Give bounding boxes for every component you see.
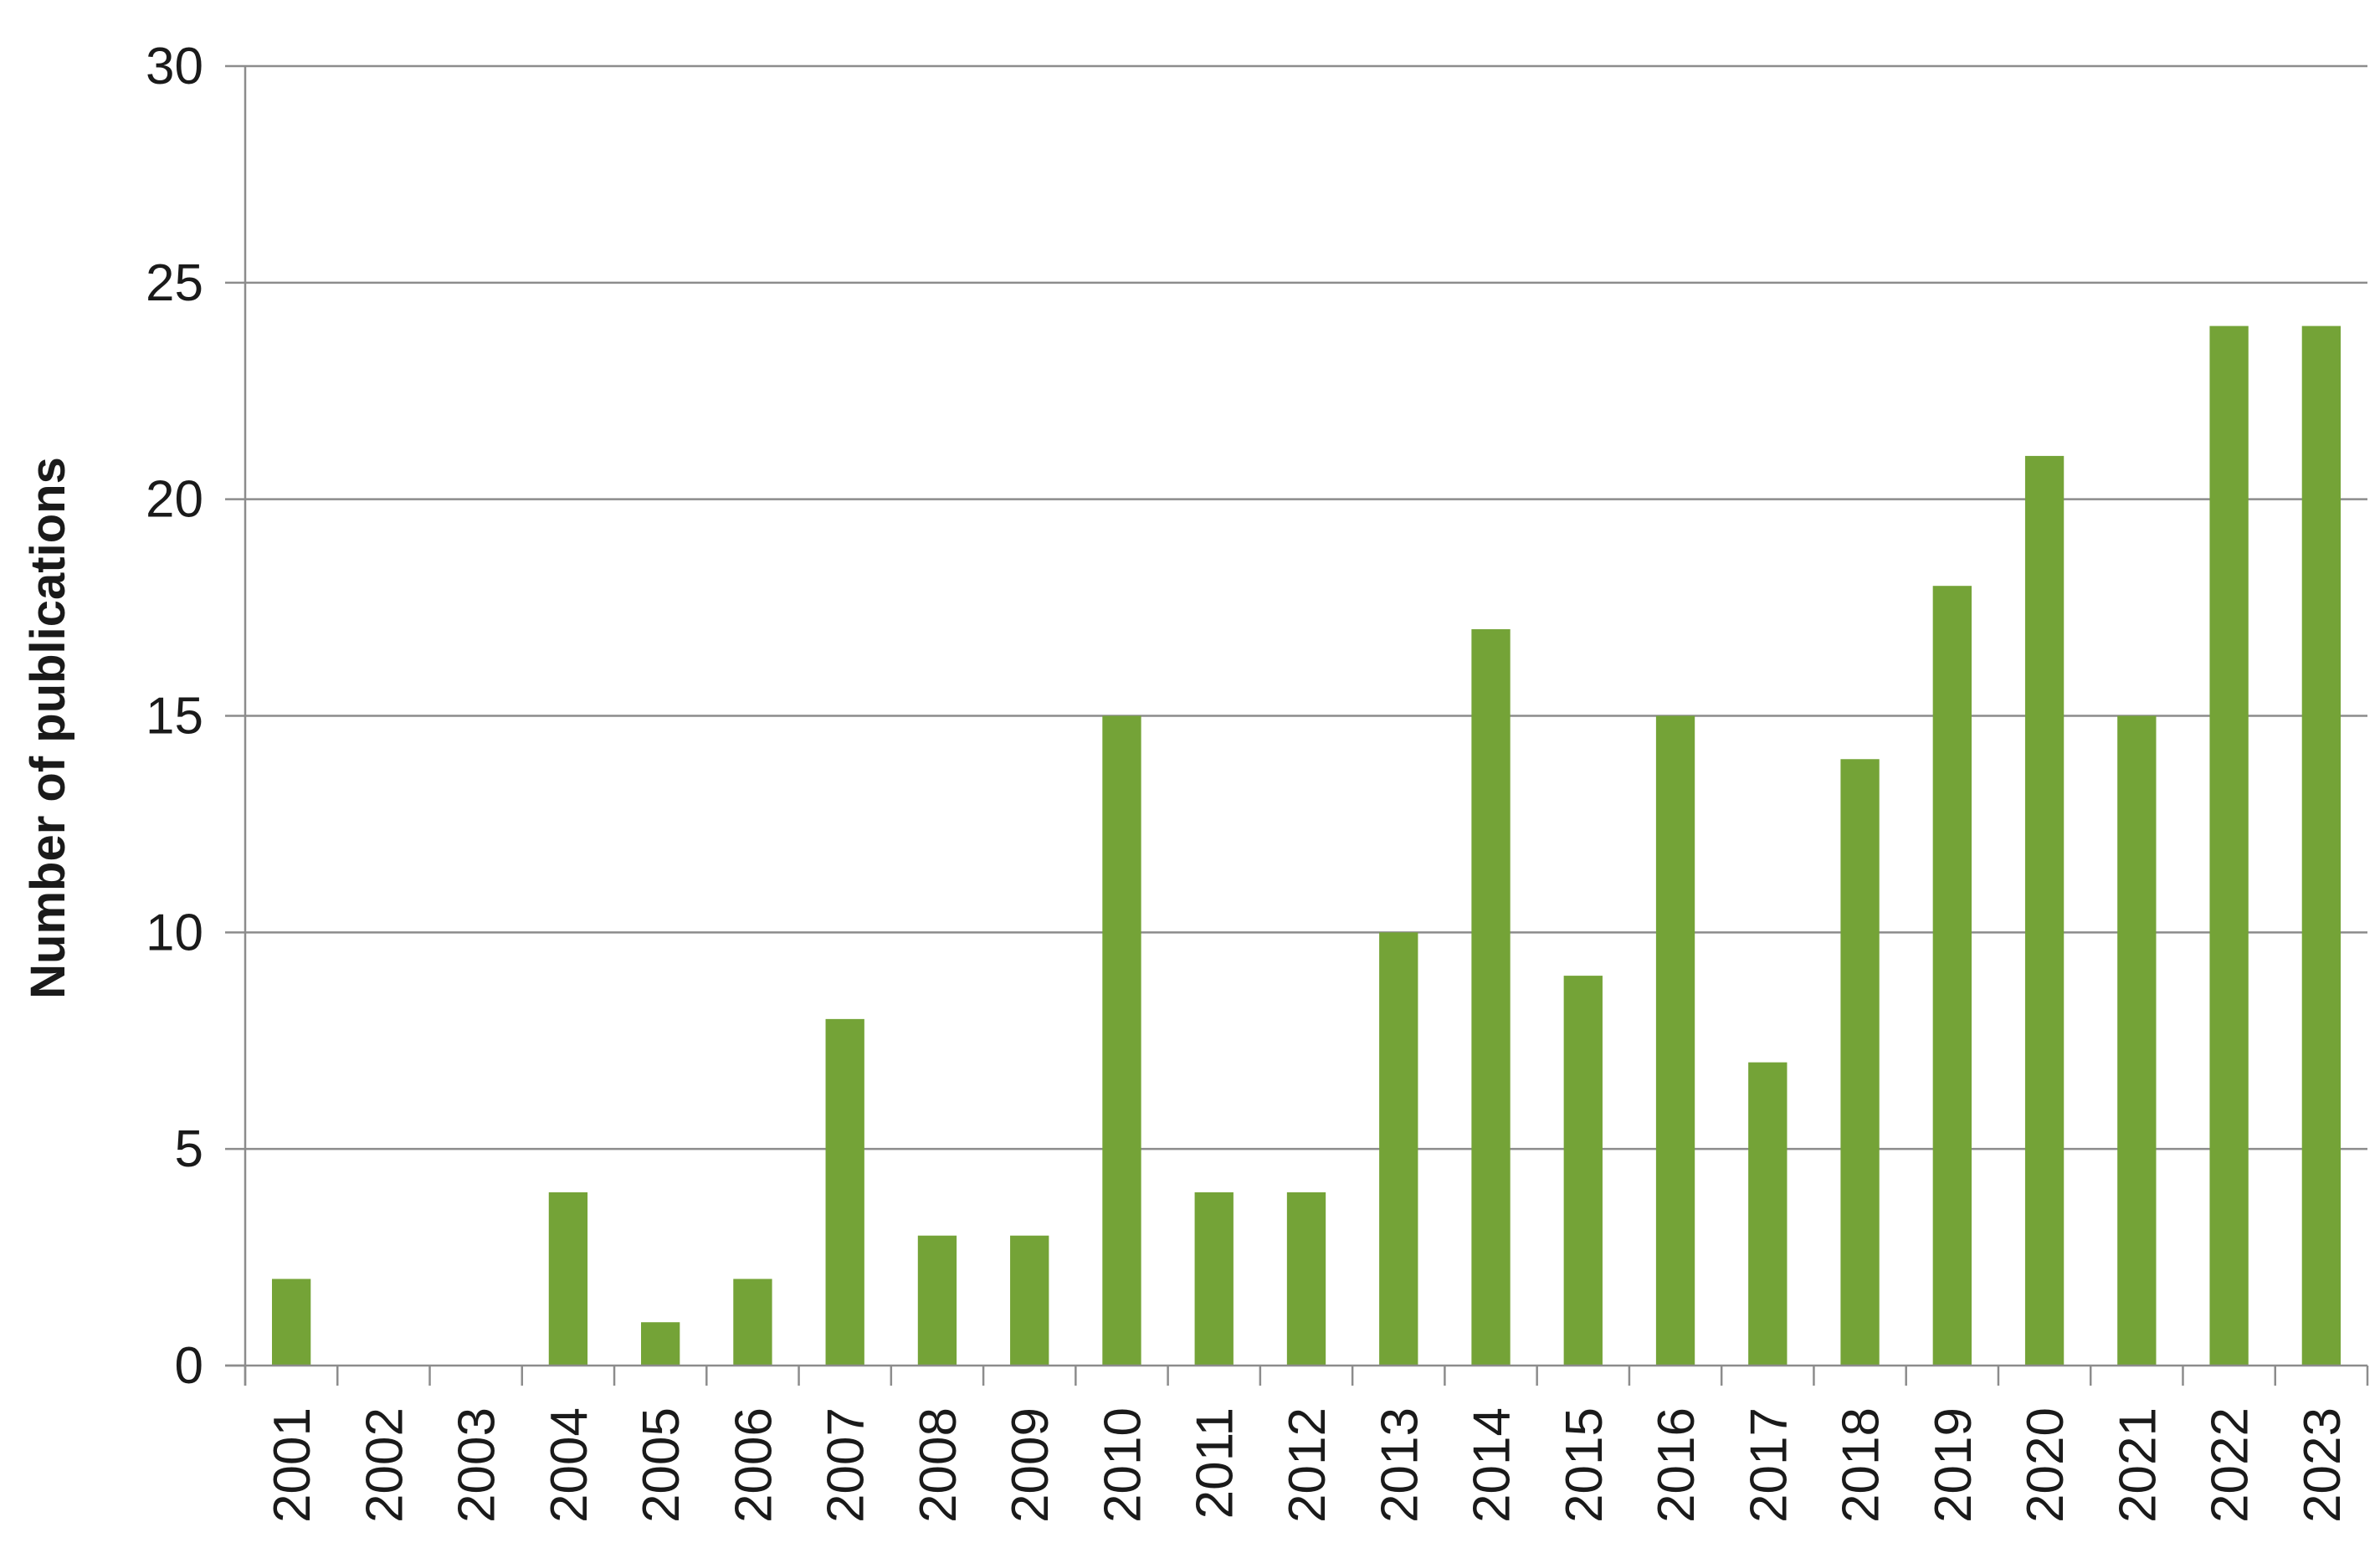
x-tick-label-2023: 2023 — [2294, 1407, 2352, 1523]
y-tick-label-30: 30 — [146, 38, 203, 95]
x-tick-label-2022: 2022 — [2202, 1407, 2259, 1523]
y-tick-label-10: 10 — [146, 904, 203, 961]
x-tick-label-2008: 2008 — [910, 1407, 967, 1523]
x-tick-label-2002: 2002 — [356, 1407, 413, 1523]
bar-2022 — [2209, 325, 2249, 1366]
x-tick-label-2013: 2013 — [1371, 1407, 1429, 1523]
x-tick-label-2021: 2021 — [2109, 1407, 2167, 1523]
bar-2017 — [1748, 1062, 1788, 1366]
x-tick-label-2010: 2010 — [1094, 1407, 1152, 1523]
x-tick-label-2005: 2005 — [633, 1407, 690, 1523]
bar-2007 — [825, 1018, 864, 1366]
y-tick-label-15: 15 — [146, 688, 203, 746]
x-tick-label-2011: 2011 — [1187, 1407, 1244, 1519]
bar-2015 — [1563, 976, 1603, 1366]
y-tick-label-25: 25 — [146, 254, 203, 312]
bar-2021 — [2117, 715, 2157, 1366]
bar-2001 — [271, 1279, 311, 1366]
bar-2014 — [1471, 628, 1511, 1366]
bar-2023 — [2301, 325, 2342, 1366]
bar-2005 — [641, 1322, 680, 1366]
bar-2006 — [733, 1279, 772, 1366]
x-tick-label-2003: 2003 — [449, 1407, 506, 1523]
x-tick-label-2015: 2015 — [1556, 1407, 1613, 1523]
x-tick-label-2016: 2016 — [1648, 1407, 1705, 1523]
bar-2012 — [1286, 1192, 1326, 1366]
y-tick-label-0: 0 — [175, 1337, 203, 1395]
bars — [271, 325, 2342, 1366]
bar-2004 — [548, 1192, 588, 1366]
x-tick-label-2014: 2014 — [1464, 1407, 1521, 1523]
tick-labels: 0 5 10 15 20 25 30 2001 2002 2003 2004 2005 2006 2007… — [146, 38, 2352, 1523]
x-tick-label-2004: 2004 — [541, 1407, 598, 1523]
bar-2020 — [2024, 455, 2065, 1366]
x-tick-label-2006: 2006 — [725, 1407, 782, 1523]
bar-2010 — [1102, 715, 1141, 1366]
x-tick-label-2012: 2012 — [1279, 1407, 1336, 1523]
gridlines — [245, 64, 2367, 1151]
bar-2009 — [1010, 1235, 1049, 1366]
x-tick-label-2009: 2009 — [1002, 1407, 1059, 1523]
bar-2013 — [1379, 932, 1418, 1366]
x-tick-label-2018: 2018 — [1833, 1407, 1890, 1523]
bar-2008 — [917, 1235, 957, 1366]
x-tick-label-2017: 2017 — [1740, 1407, 1798, 1523]
axes — [225, 64, 2369, 1386]
bar-2018 — [1840, 759, 1880, 1366]
y-axis-title: Number of publications — [21, 457, 75, 999]
x-tick-label-2020: 2020 — [2017, 1407, 2075, 1523]
x-tick-label-2019: 2019 — [1925, 1407, 1982, 1523]
bar-2011 — [1194, 1192, 1234, 1366]
x-tick-label-2007: 2007 — [818, 1407, 875, 1523]
bar-2016 — [1655, 715, 1695, 1366]
y-tick-label-20: 20 — [146, 471, 203, 529]
bar-2019 — [1932, 586, 1972, 1366]
x-tick-label-2001: 2001 — [264, 1407, 321, 1523]
y-tick-label-5: 5 — [175, 1120, 203, 1178]
